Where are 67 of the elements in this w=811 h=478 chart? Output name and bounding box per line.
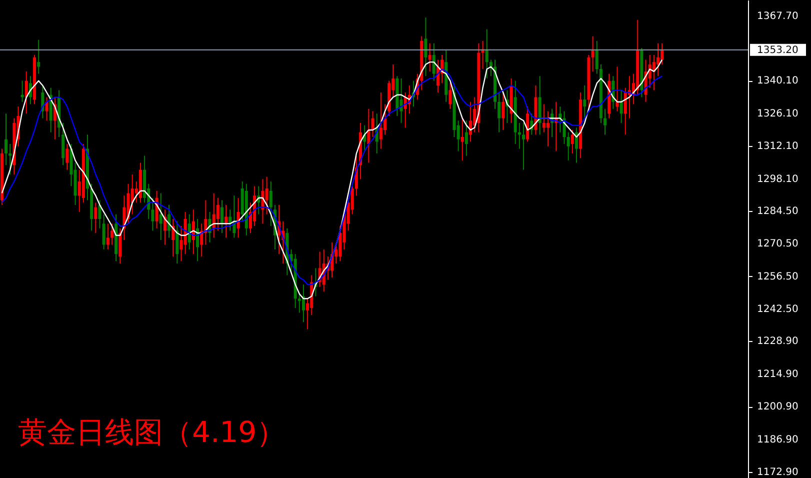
candlestick xyxy=(624,87,627,136)
candlestick xyxy=(265,176,268,215)
y-tick-label: 1200.90 xyxy=(757,402,798,413)
candlestick xyxy=(106,223,110,250)
candlestick xyxy=(24,70,28,114)
candlestick xyxy=(656,42,660,77)
candlestick xyxy=(566,132,570,161)
candlestick xyxy=(102,214,106,250)
candlestick xyxy=(298,293,301,314)
candlestick xyxy=(448,82,452,110)
candlestick xyxy=(558,106,562,133)
candlestick xyxy=(269,181,272,226)
y-tick-label: 1214.90 xyxy=(757,368,798,380)
y-tick-label: 1312.10 xyxy=(757,141,798,152)
y-tick-label: 1270.50 xyxy=(757,238,798,250)
candlestick xyxy=(583,84,586,119)
candlestick xyxy=(485,28,488,79)
ref-line-label: 1353.20 xyxy=(757,44,798,56)
candlestick xyxy=(66,144,69,170)
candlestick xyxy=(542,104,546,133)
y-tick-label: 1326.10 xyxy=(757,108,798,120)
candlestick xyxy=(216,197,220,232)
y-tick-label: 1172.90 xyxy=(757,467,798,478)
y-tick-label: 1284.50 xyxy=(757,206,798,217)
candlestick xyxy=(98,200,102,229)
candlestick xyxy=(502,92,505,130)
candlestick xyxy=(591,36,594,72)
candlestick xyxy=(570,129,574,154)
candlestick xyxy=(94,202,98,234)
candlestick xyxy=(546,110,550,147)
candlestick xyxy=(616,66,619,112)
candlestick xyxy=(522,122,526,170)
y-tick-label: 1367.70 xyxy=(757,10,798,22)
candlestick xyxy=(130,174,134,215)
candlestick xyxy=(595,40,598,74)
candlestick xyxy=(151,197,154,232)
candlestick xyxy=(383,104,386,136)
candlestick xyxy=(224,204,228,238)
candlestick xyxy=(62,122,65,166)
y-tick-label: 1242.50 xyxy=(757,304,798,316)
candlestick xyxy=(379,92,382,150)
candlestick xyxy=(620,90,623,124)
candlestick xyxy=(604,108,607,136)
candlestick xyxy=(460,118,464,161)
candlestick xyxy=(176,220,179,264)
candlestick xyxy=(660,42,664,65)
candlestick xyxy=(110,223,114,246)
y-tick-label: 1186.90 xyxy=(757,434,798,446)
candlestick xyxy=(37,39,40,74)
candlestick xyxy=(489,59,492,77)
y-tick-label: 1256.50 xyxy=(757,271,798,282)
candlestick xyxy=(159,192,162,241)
candlestick xyxy=(371,110,374,138)
candlestick xyxy=(432,42,436,82)
candlestick xyxy=(498,92,501,133)
candlestick xyxy=(424,17,428,77)
candlestick xyxy=(220,200,224,234)
candlestick xyxy=(4,113,8,166)
candlestick xyxy=(228,209,232,232)
candlestick xyxy=(118,228,122,264)
y-tick-label: 1228.90 xyxy=(757,336,798,347)
text: 黄金日线图（4.19） xyxy=(18,415,286,449)
y-tick-label: 1298.10 xyxy=(757,174,798,185)
candlestick xyxy=(302,284,305,323)
candlestick xyxy=(464,120,468,156)
y-tick-label: 1340.10 xyxy=(757,76,798,87)
candlestick xyxy=(428,42,432,72)
